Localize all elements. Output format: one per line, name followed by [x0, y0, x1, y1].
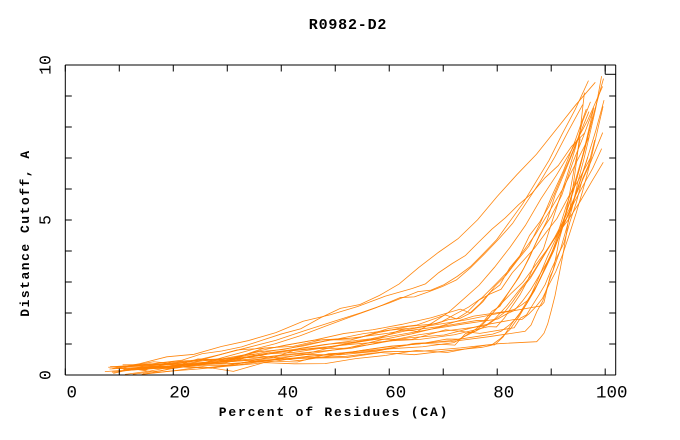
svg-text:10: 10 — [36, 55, 55, 75]
svg-text:40: 40 — [277, 384, 298, 404]
svg-text:0: 0 — [36, 370, 55, 380]
svg-text:100: 100 — [596, 384, 628, 404]
svg-text:5: 5 — [36, 215, 55, 225]
svg-text:0: 0 — [67, 384, 78, 404]
svg-text:80: 80 — [493, 384, 514, 404]
svg-text:60: 60 — [385, 384, 406, 404]
svg-text:20: 20 — [169, 384, 190, 404]
